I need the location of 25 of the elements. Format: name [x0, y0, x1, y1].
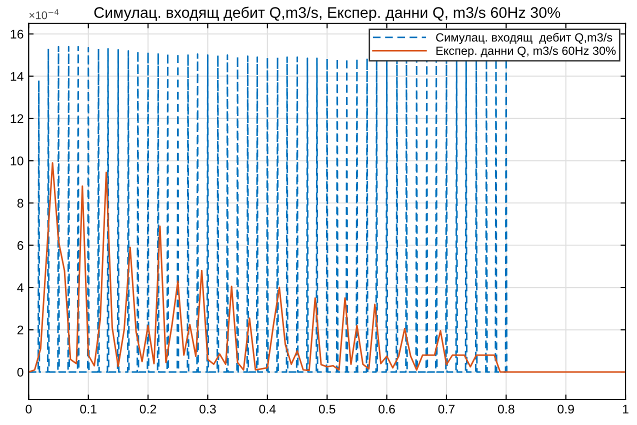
text: ×10$^{−4}$: [29, 9, 59, 20]
y-tick-label: 10: [10, 156, 24, 166]
y-tick-label: 6: [17, 241, 24, 250]
y-tick-label: 2: [17, 326, 24, 334]
x-tick-label: 0.4: [259, 404, 276, 414]
x-tick-label: 0.9: [558, 404, 574, 414]
x-tick-label: 1: [623, 404, 628, 414]
y-tick-label: 0: [17, 368, 24, 377]
x-tick-label: 0.5: [318, 404, 336, 414]
y-tick-label: 16: [10, 30, 24, 39]
x-tick-label: 0.8: [498, 404, 514, 414]
x-tick-label: 0.6: [378, 404, 395, 414]
x-tick-label: 0.2: [140, 404, 156, 414]
line-series: [28, 162, 626, 373]
x-tick-label: 0: [26, 404, 32, 414]
x-tick-label: 0.7: [438, 404, 455, 414]
chart-title: Симулац. входящ дебит Q,m3/s, Експер. данни Q, m3/s 60Hz 30%: [94, 6, 560, 21]
y-tick-label: 14: [10, 72, 24, 81]
x-tick-label: 0.3: [200, 404, 216, 414]
y-tick-label: 4: [17, 283, 24, 292]
x-tick-label: 0.1: [80, 404, 96, 414]
legend-label: Експер. данни Q, m3/s 60Hz 30%: [436, 46, 616, 58]
y-tick-label: 8: [17, 198, 24, 208]
legend-label: Симулац. входящ дебит Q,m3/s: [436, 32, 612, 44]
y-tick-label: 12: [10, 114, 24, 123]
